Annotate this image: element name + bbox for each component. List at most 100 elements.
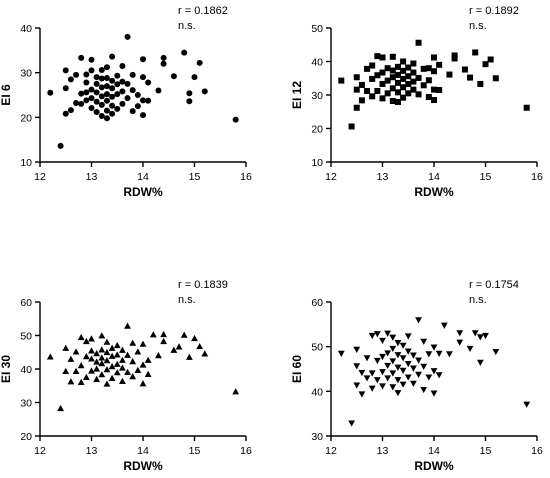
data-point xyxy=(348,420,355,427)
data-point xyxy=(155,87,162,94)
data-point xyxy=(98,101,105,108)
data-point xyxy=(196,342,204,350)
data-point xyxy=(83,71,90,78)
data-point xyxy=(425,65,432,72)
data-point xyxy=(466,345,474,353)
data-point xyxy=(144,356,152,363)
data-point xyxy=(72,367,80,374)
data-point xyxy=(368,370,376,377)
data-point xyxy=(88,104,95,111)
data-point xyxy=(431,54,437,61)
data-point xyxy=(113,360,121,367)
data-point xyxy=(201,88,208,95)
data-point xyxy=(232,388,240,395)
data-point xyxy=(98,75,105,82)
data-point xyxy=(420,82,427,89)
data-point xyxy=(88,67,95,74)
data-point xyxy=(83,97,90,104)
data-point xyxy=(185,353,193,360)
data-point xyxy=(103,64,110,71)
data-point xyxy=(379,54,386,61)
data-point xyxy=(232,116,239,123)
data-point xyxy=(431,97,437,104)
data-point xyxy=(353,74,360,81)
data-point xyxy=(384,375,392,382)
y-axis-label: EI 60 xyxy=(290,355,304,383)
data-point xyxy=(139,361,147,368)
data-point xyxy=(425,374,433,381)
data-point xyxy=(119,346,126,353)
data-point xyxy=(384,350,392,357)
data-point xyxy=(338,77,345,84)
data-point xyxy=(103,380,111,387)
data-point xyxy=(405,80,412,87)
data-point xyxy=(389,74,396,81)
data-point xyxy=(93,89,100,96)
data-point xyxy=(170,73,177,80)
data-point xyxy=(103,366,111,373)
y-axis-label: EI 12 xyxy=(290,81,304,109)
x-axis-label: RDW% xyxy=(414,459,454,473)
data-point xyxy=(467,74,474,81)
data-point xyxy=(140,74,146,81)
data-point xyxy=(186,98,193,105)
data-point xyxy=(404,333,412,340)
x-tick-label: 13 xyxy=(86,445,98,457)
data-point xyxy=(62,67,69,74)
data-point xyxy=(451,52,458,59)
data-point xyxy=(103,357,111,364)
data-point xyxy=(134,348,142,355)
x-axis-label: RDW% xyxy=(414,185,454,199)
data-point xyxy=(389,85,396,92)
data-point xyxy=(181,49,188,56)
data-point xyxy=(108,352,116,359)
data-point xyxy=(57,404,64,412)
data-point xyxy=(191,74,198,81)
data-point xyxy=(103,338,111,345)
data-point xyxy=(124,322,131,329)
data-point xyxy=(425,351,433,358)
data-point xyxy=(374,72,381,79)
data-point xyxy=(389,53,396,60)
data-point xyxy=(98,93,105,100)
data-point xyxy=(373,377,381,384)
data-point xyxy=(430,344,438,351)
data-point xyxy=(93,365,101,372)
data-point xyxy=(140,56,146,63)
data-point xyxy=(348,123,355,130)
data-point xyxy=(420,338,428,345)
data-point xyxy=(98,354,106,361)
data-point xyxy=(119,100,126,107)
data-point xyxy=(456,339,464,346)
y-tick-label: 50 xyxy=(20,331,32,343)
data-point xyxy=(394,340,402,347)
data-point xyxy=(353,363,361,370)
y-tick-label: 40 xyxy=(20,23,32,35)
y-axis-label: EI 30 xyxy=(0,355,13,383)
data-point xyxy=(405,73,412,80)
data-point xyxy=(384,77,391,84)
y-tick-label: 50 xyxy=(311,23,323,35)
data-point xyxy=(369,75,376,82)
data-point xyxy=(62,344,70,351)
data-point xyxy=(425,94,432,101)
data-point xyxy=(124,95,131,102)
y-axis-label: EI 6 xyxy=(0,84,13,106)
data-point xyxy=(353,86,360,93)
data-point xyxy=(368,332,376,340)
data-point xyxy=(139,340,147,347)
x-tick-label: 14 xyxy=(137,445,149,457)
data-point xyxy=(420,65,427,72)
data-point xyxy=(400,94,407,101)
data-point xyxy=(425,77,432,84)
data-point xyxy=(46,353,54,360)
data-point xyxy=(119,62,126,69)
data-point xyxy=(103,97,110,104)
data-point xyxy=(93,98,100,105)
data-point xyxy=(477,80,484,87)
data-point xyxy=(149,331,157,338)
data-point xyxy=(62,85,69,92)
data-point xyxy=(114,105,121,112)
data-point xyxy=(108,344,116,351)
